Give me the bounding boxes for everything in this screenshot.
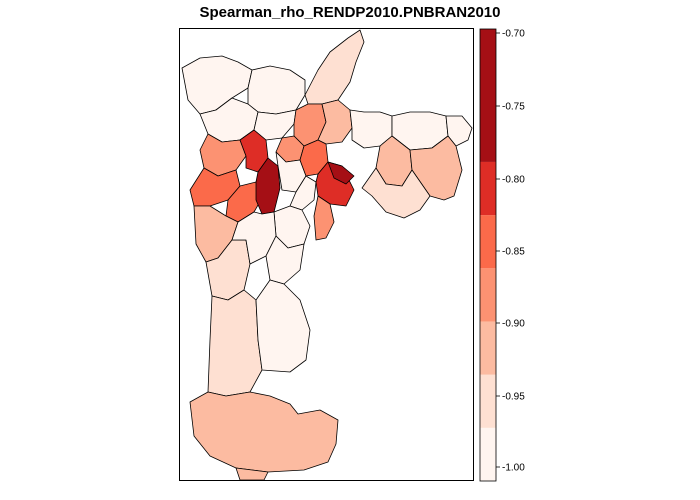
municipality-map: [181, 29, 473, 481]
legend-tick-label: -0.85: [502, 247, 525, 258]
legend-tick-label: -0.90: [502, 319, 525, 330]
legend-swatch: [480, 374, 496, 428]
legend-tick-label: -0.70: [502, 29, 525, 40]
region-east-f: [361, 167, 431, 219]
color-legend: -1.00 -0.95 -0.90 -0.85 -0.80 -0.75 -0.70: [479, 28, 525, 482]
map-frame: [179, 28, 474, 481]
legend-tick-label: -0.80: [502, 175, 525, 186]
legend-swatch: [480, 161, 496, 216]
region-far-south: [189, 391, 339, 473]
region-south-center-a: [313, 195, 335, 241]
legend-frame: [479, 28, 497, 482]
region-far-south-tip: [235, 467, 269, 481]
legend-tick-label: -1.00: [502, 463, 525, 474]
region-north-ring-b: [317, 99, 353, 145]
legend-tick-label: -0.95: [502, 392, 525, 403]
region-center-east-a: [299, 139, 329, 177]
legend-swatch: [480, 321, 496, 375]
legend-swatch: [480, 29, 496, 162]
map-title: Spearman_rho_RENDP2010.PNBRAN2010: [200, 4, 501, 21]
legend-swatch: [480, 268, 496, 322]
region-center-east-c: [327, 161, 355, 185]
region-south-a: [207, 289, 263, 397]
region-far-north: [304, 29, 365, 105]
region-south-b: [255, 279, 311, 373]
legend-swatch: [480, 215, 496, 269]
legend-tick-label: -0.75: [502, 102, 525, 113]
region-northwest-b: [247, 65, 306, 115]
legend-swatch: [480, 427, 496, 481]
